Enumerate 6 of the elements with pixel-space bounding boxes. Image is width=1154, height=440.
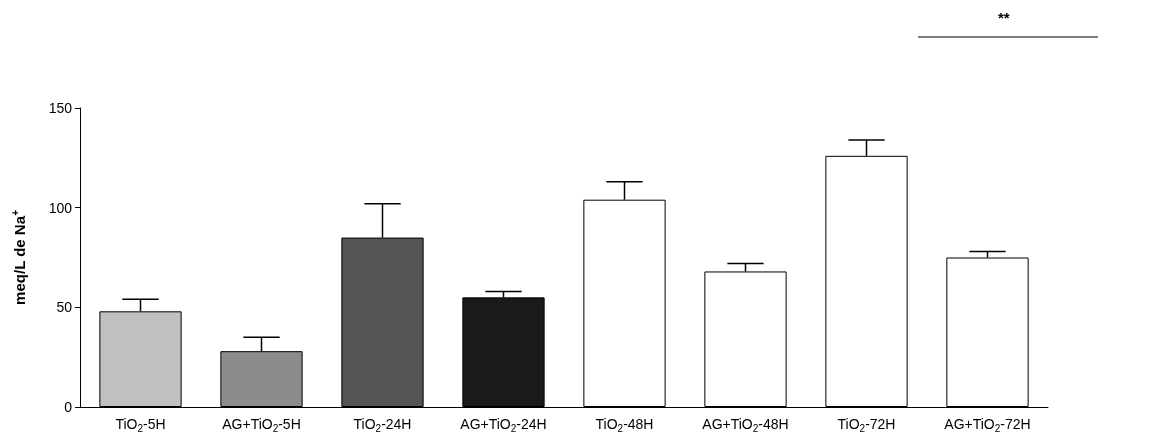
y-tick-label: 150 (48, 100, 73, 116)
text: ** (998, 9, 1010, 26)
y-tick-label: 100 (48, 199, 73, 216)
y-tick-label: 0 (64, 399, 73, 415)
y-tick-label: 50 (56, 299, 73, 316)
y-axis-title: meq/L de Na+ (9, 209, 28, 305)
